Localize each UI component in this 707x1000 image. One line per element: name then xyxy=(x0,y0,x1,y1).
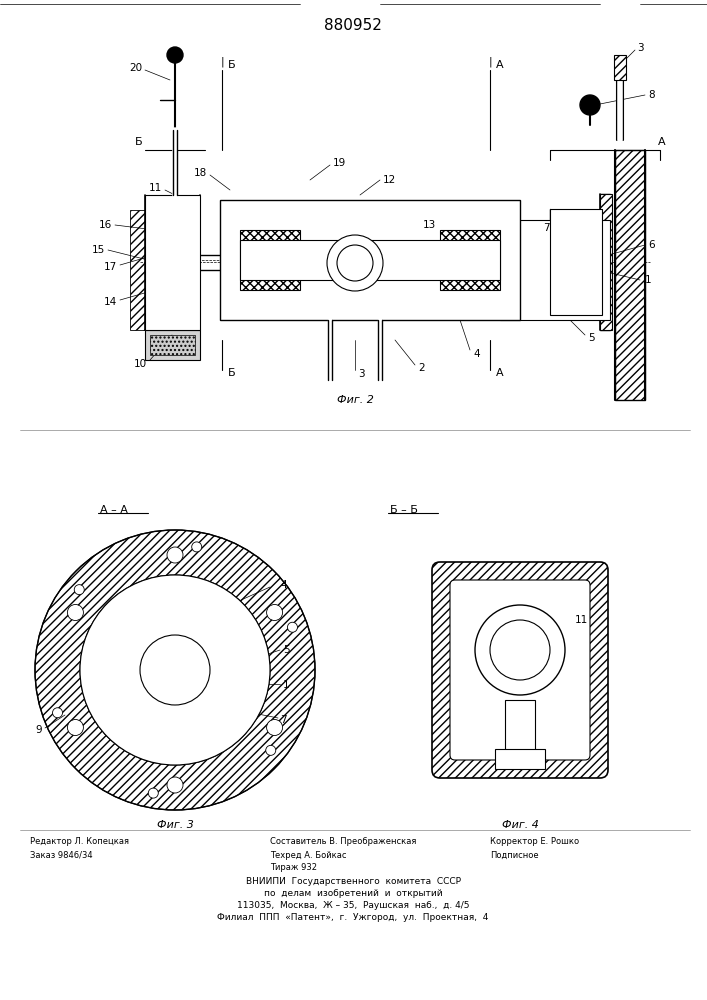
Text: Фиг. 3: Фиг. 3 xyxy=(156,820,194,830)
Text: Б – Б: Б – Б xyxy=(390,505,418,515)
Bar xyxy=(530,240,590,300)
Text: 3: 3 xyxy=(637,43,643,53)
Bar xyxy=(145,330,200,360)
Bar xyxy=(495,749,545,769)
Text: А: А xyxy=(496,368,503,378)
Text: 13: 13 xyxy=(423,220,436,230)
Text: ВНИИПИ  Государственного  комитета  СССР: ВНИИПИ Государственного комитета СССР xyxy=(245,878,460,886)
Text: 18: 18 xyxy=(194,168,207,178)
Text: А – А: А – А xyxy=(100,505,128,515)
Bar xyxy=(520,224,552,300)
Circle shape xyxy=(80,575,270,765)
Circle shape xyxy=(490,620,550,680)
Circle shape xyxy=(148,788,158,798)
FancyBboxPatch shape xyxy=(450,580,590,760)
Circle shape xyxy=(337,245,373,281)
Text: 3: 3 xyxy=(358,369,365,379)
Text: Заказ 9846/34: Заказ 9846/34 xyxy=(30,850,93,859)
Text: Составитель В. Преображенская: Составитель В. Преображенская xyxy=(270,838,416,846)
Bar xyxy=(500,220,610,320)
Text: Корректор Е. Рошко: Корректор Е. Рошко xyxy=(490,838,579,846)
Circle shape xyxy=(580,95,600,115)
Text: 2: 2 xyxy=(418,363,425,373)
Circle shape xyxy=(475,605,565,695)
Text: 11: 11 xyxy=(575,615,588,625)
Circle shape xyxy=(67,604,83,620)
Text: А: А xyxy=(496,60,503,70)
Text: 1: 1 xyxy=(645,275,652,285)
Text: 9: 9 xyxy=(35,725,42,735)
Bar xyxy=(150,335,195,355)
Text: Тираж 932: Тираж 932 xyxy=(270,863,317,872)
Circle shape xyxy=(67,720,83,736)
Circle shape xyxy=(167,777,183,793)
Text: по  делам  изобретений  и  открытий: по делам изобретений и открытий xyxy=(264,890,443,898)
Circle shape xyxy=(167,47,183,63)
Text: 8: 8 xyxy=(648,90,655,100)
FancyBboxPatch shape xyxy=(432,562,608,778)
Text: 17: 17 xyxy=(104,262,117,272)
Bar xyxy=(600,194,612,330)
Text: 5: 5 xyxy=(283,645,290,655)
Text: 1: 1 xyxy=(283,680,290,690)
Text: 4: 4 xyxy=(280,580,286,590)
Text: 11: 11 xyxy=(148,183,162,193)
Circle shape xyxy=(167,547,183,563)
Circle shape xyxy=(74,585,84,595)
Text: Б: Б xyxy=(228,368,235,378)
Text: 6: 6 xyxy=(648,240,655,250)
Circle shape xyxy=(52,708,62,718)
Bar xyxy=(550,209,602,315)
Text: |: | xyxy=(489,57,492,67)
Bar xyxy=(440,230,500,290)
Circle shape xyxy=(192,542,201,552)
Bar xyxy=(130,210,180,330)
Bar xyxy=(145,195,200,330)
Text: Фиг. 4: Фиг. 4 xyxy=(501,820,539,830)
Bar xyxy=(186,195,200,330)
Text: 113035,  Москва,  Ж – 35,  Раушская  наб.,  д. 4/5: 113035, Москва, Ж – 35, Раушская наб., д… xyxy=(237,902,469,910)
Bar xyxy=(220,200,520,240)
Text: 18: 18 xyxy=(508,650,522,660)
Text: 7: 7 xyxy=(543,223,549,233)
Bar xyxy=(145,195,159,330)
Text: Подписное: Подписное xyxy=(490,850,539,859)
Bar xyxy=(614,55,626,80)
Bar xyxy=(590,230,610,310)
Text: 19: 19 xyxy=(333,158,346,168)
Text: Фиг. 2: Фиг. 2 xyxy=(337,395,373,405)
Text: 4: 4 xyxy=(473,349,479,359)
Bar xyxy=(240,240,500,280)
Text: 16: 16 xyxy=(99,220,112,230)
Text: Техред А. Бойкас: Техред А. Бойкас xyxy=(270,850,346,859)
Text: 5: 5 xyxy=(588,333,595,343)
Bar xyxy=(505,700,535,755)
Bar xyxy=(220,200,520,320)
Text: 15: 15 xyxy=(92,245,105,255)
Bar xyxy=(220,280,520,320)
Bar xyxy=(550,209,602,315)
Circle shape xyxy=(267,604,283,620)
Bar xyxy=(615,150,645,400)
Text: 880952: 880952 xyxy=(324,17,382,32)
Text: 20: 20 xyxy=(129,63,142,73)
Text: 7: 7 xyxy=(280,715,286,725)
Circle shape xyxy=(288,622,298,632)
Text: Филиал  ППП  «Патент»,  г.  Ужгород,  ул.  Проектная,  4: Филиал ППП «Патент», г. Ужгород, ул. Про… xyxy=(217,914,489,922)
Text: Б: Б xyxy=(135,137,143,147)
Circle shape xyxy=(267,720,283,736)
Text: Редактор Л. Копецкая: Редактор Л. Копецкая xyxy=(30,838,129,846)
Text: 12: 12 xyxy=(383,175,396,185)
Bar xyxy=(500,220,530,320)
Text: А: А xyxy=(658,137,665,147)
Text: 10: 10 xyxy=(134,359,147,369)
Circle shape xyxy=(327,235,383,291)
Circle shape xyxy=(140,635,210,705)
Text: Б: Б xyxy=(228,60,235,70)
Bar xyxy=(502,222,608,318)
Text: 14: 14 xyxy=(104,297,117,307)
Text: |: | xyxy=(220,57,224,67)
Circle shape xyxy=(266,745,276,755)
Bar xyxy=(240,230,300,290)
